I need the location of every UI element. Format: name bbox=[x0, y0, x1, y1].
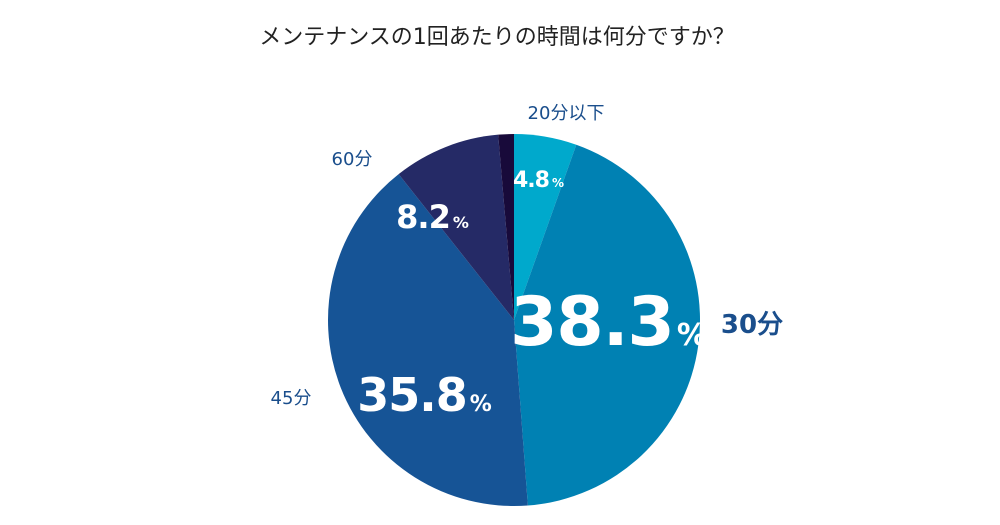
pie-slices bbox=[328, 133, 701, 506]
pie-slice bbox=[514, 144, 701, 506]
pie-slice bbox=[398, 134, 514, 320]
slice-category-label: 60分 bbox=[332, 149, 373, 170]
slice-category-label: 45分 bbox=[271, 388, 312, 409]
slice-value: 8.2 bbox=[396, 198, 450, 236]
slice-unit: % bbox=[552, 176, 564, 190]
chart-title: メンテナンスの1回あたりの時間は何分ですか？ bbox=[259, 25, 735, 50]
slice-value: 35.8 bbox=[357, 368, 467, 422]
slice-value: 38.3 bbox=[510, 283, 674, 362]
slice-percentage-label: 8.2% bbox=[396, 198, 469, 236]
pie-slice bbox=[328, 174, 528, 506]
slice-category-label: 30分 bbox=[721, 310, 783, 340]
slice-unit: % bbox=[677, 318, 707, 353]
slice-category-label: 20分以下 bbox=[528, 103, 605, 124]
slice-unit: % bbox=[470, 392, 492, 417]
pie-labels: 20分以下 4.8 % 30分 38.3 % 45分 35.8 % 60分 8.2% bbox=[271, 103, 784, 422]
pie-slice bbox=[498, 134, 514, 320]
slice-unit: % bbox=[453, 213, 469, 232]
slice-percentage-label: 35.8% bbox=[357, 368, 492, 422]
slice-percentage-label: 38.3% bbox=[510, 283, 707, 362]
pie-slice bbox=[514, 133, 577, 320]
slice-value: 4.8 bbox=[513, 168, 549, 193]
slice-percentage-label: 4.8% bbox=[513, 168, 564, 193]
